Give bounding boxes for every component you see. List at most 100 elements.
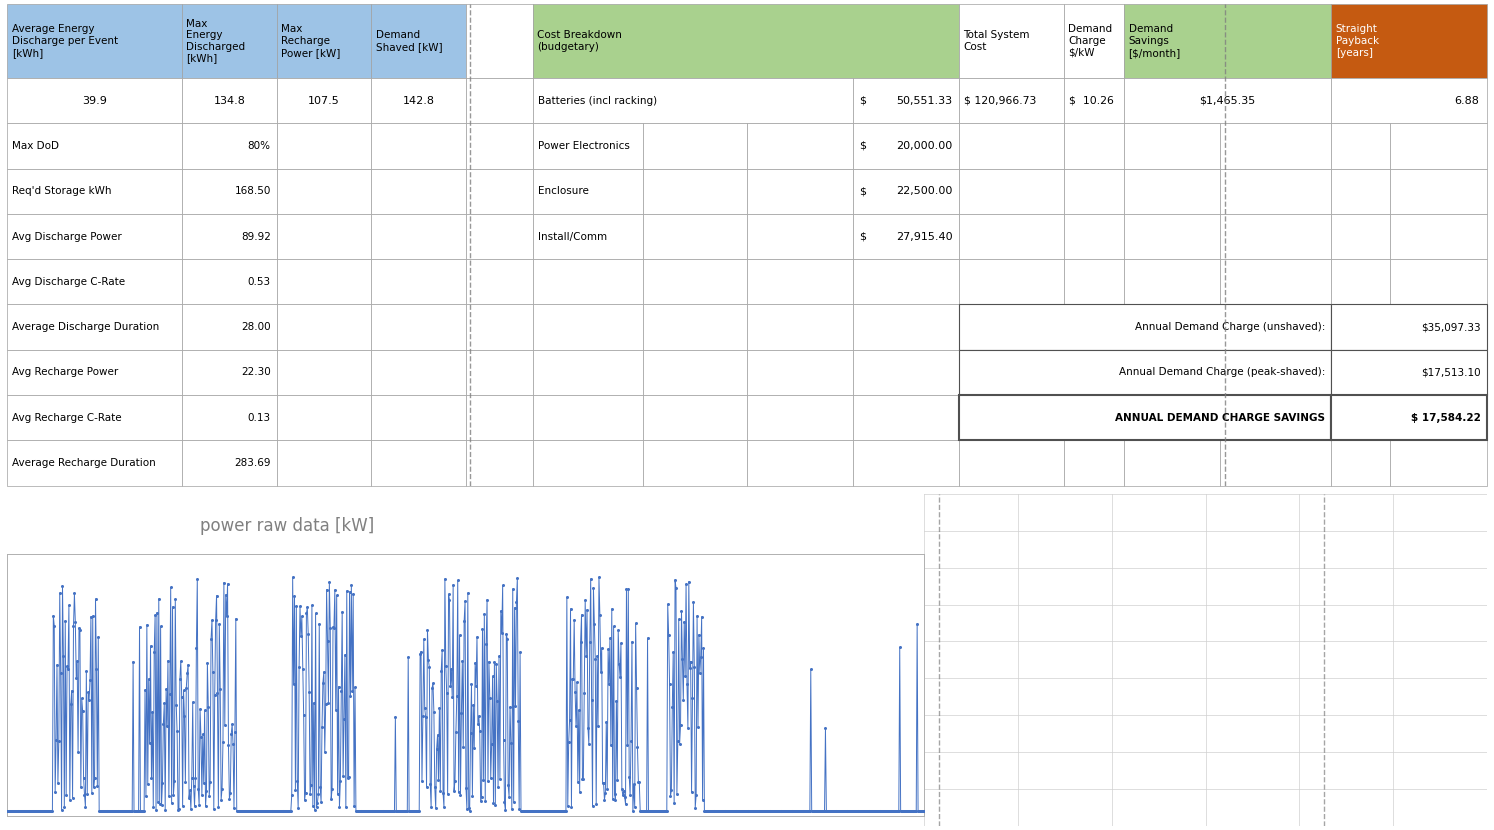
Bar <box>1221 305 1331 349</box>
Bar <box>532 349 644 395</box>
Text: 6.88: 6.88 <box>1454 95 1479 105</box>
Bar <box>959 305 1064 349</box>
Bar <box>276 259 372 305</box>
Text: Batteries (incl racking): Batteries (incl racking) <box>538 95 657 105</box>
Bar <box>1331 395 1487 440</box>
Text: 22.30: 22.30 <box>241 368 270 378</box>
Bar <box>1391 168 1487 214</box>
Bar <box>747 214 853 259</box>
Bar <box>1123 305 1221 349</box>
Text: 134.8: 134.8 <box>214 95 245 105</box>
Bar <box>853 395 959 440</box>
Bar <box>1064 440 1123 486</box>
Text: 0.13: 0.13 <box>248 413 270 422</box>
Bar <box>1123 395 1221 440</box>
Bar <box>853 305 959 349</box>
Bar <box>532 214 853 259</box>
Text: Max
Recharge
Power [kW]: Max Recharge Power [kW] <box>281 25 341 58</box>
Bar <box>466 259 532 305</box>
Text: 283.69: 283.69 <box>235 458 270 468</box>
Text: 168.50: 168.50 <box>235 186 270 196</box>
Bar <box>747 124 853 168</box>
Text: Max DoD: Max DoD <box>12 141 58 151</box>
Bar <box>1391 259 1487 305</box>
Bar <box>466 4 532 78</box>
Text: power raw data [kW]: power raw data [kW] <box>200 517 374 535</box>
Text: Annual Demand Charge (peak-shaved):: Annual Demand Charge (peak-shaved): <box>1119 368 1325 378</box>
Bar <box>182 440 276 486</box>
Bar <box>1123 78 1331 124</box>
Bar <box>182 124 276 168</box>
Text: $1,465.35: $1,465.35 <box>1200 95 1256 105</box>
Bar <box>644 395 747 440</box>
Text: Avg Discharge C-Rate: Avg Discharge C-Rate <box>12 276 125 287</box>
Text: 142.8: 142.8 <box>403 95 435 105</box>
Text: 0.53: 0.53 <box>248 276 270 287</box>
Bar <box>532 214 644 259</box>
Text: Average Energy
Discharge per Event
[kWh]: Average Energy Discharge per Event [kWh] <box>12 25 118 58</box>
Bar <box>959 305 1331 349</box>
Bar <box>372 214 466 259</box>
Bar <box>853 259 959 305</box>
Text: 50,551.33: 50,551.33 <box>896 95 953 105</box>
Text: Avg Recharge Power: Avg Recharge Power <box>12 368 118 378</box>
Bar <box>1221 168 1331 214</box>
Bar <box>466 168 532 214</box>
Bar <box>853 168 959 214</box>
Text: $: $ <box>859 232 867 242</box>
Bar <box>1221 349 1331 395</box>
Bar <box>372 305 466 349</box>
Bar <box>182 168 276 214</box>
Bar <box>1221 124 1331 168</box>
Text: Demand
Charge
$/kW: Demand Charge $/kW <box>1068 25 1112 58</box>
Text: $35,097.33: $35,097.33 <box>1421 322 1481 332</box>
Bar <box>182 214 276 259</box>
Text: $: $ <box>859 186 867 196</box>
Bar <box>1221 395 1331 440</box>
Bar <box>644 259 747 305</box>
Bar <box>1064 305 1123 349</box>
Text: $ 120,966.73: $ 120,966.73 <box>965 95 1037 105</box>
Bar <box>532 168 644 214</box>
Bar <box>1123 214 1221 259</box>
Bar <box>7 349 182 395</box>
Bar <box>1064 259 1123 305</box>
Bar <box>644 349 747 395</box>
Bar <box>7 259 182 305</box>
Bar <box>644 440 747 486</box>
Bar <box>7 124 182 168</box>
Bar <box>1391 214 1487 259</box>
Text: ANNUAL DEMAND CHARGE SAVINGS: ANNUAL DEMAND CHARGE SAVINGS <box>1116 413 1325 422</box>
Bar <box>853 124 959 168</box>
Bar <box>7 168 182 214</box>
Bar <box>7 214 182 259</box>
Bar <box>1064 168 1123 214</box>
Bar <box>747 168 853 214</box>
Bar <box>853 214 959 259</box>
Text: 28.00: 28.00 <box>241 322 270 332</box>
Text: Power Electronics: Power Electronics <box>538 141 630 151</box>
Text: Average Discharge Duration: Average Discharge Duration <box>12 322 160 332</box>
Text: 89.92: 89.92 <box>241 232 270 242</box>
Bar <box>372 440 466 486</box>
Bar <box>1221 259 1331 305</box>
Bar <box>532 124 853 168</box>
Bar <box>959 214 1064 259</box>
Bar <box>532 395 644 440</box>
Bar <box>959 4 1064 78</box>
Bar <box>276 4 372 78</box>
Bar <box>7 440 182 486</box>
Bar <box>466 214 532 259</box>
Text: Avg Discharge Power: Avg Discharge Power <box>12 232 121 242</box>
Bar <box>532 168 853 214</box>
Bar <box>1123 349 1221 395</box>
Text: 27,915.40: 27,915.40 <box>896 232 953 242</box>
Bar <box>182 78 276 124</box>
Bar <box>466 305 532 349</box>
Bar <box>372 4 466 78</box>
Bar <box>959 395 1331 440</box>
Bar <box>372 349 466 395</box>
Bar <box>1331 168 1391 214</box>
Bar <box>1221 440 1331 486</box>
Bar <box>1123 168 1221 214</box>
